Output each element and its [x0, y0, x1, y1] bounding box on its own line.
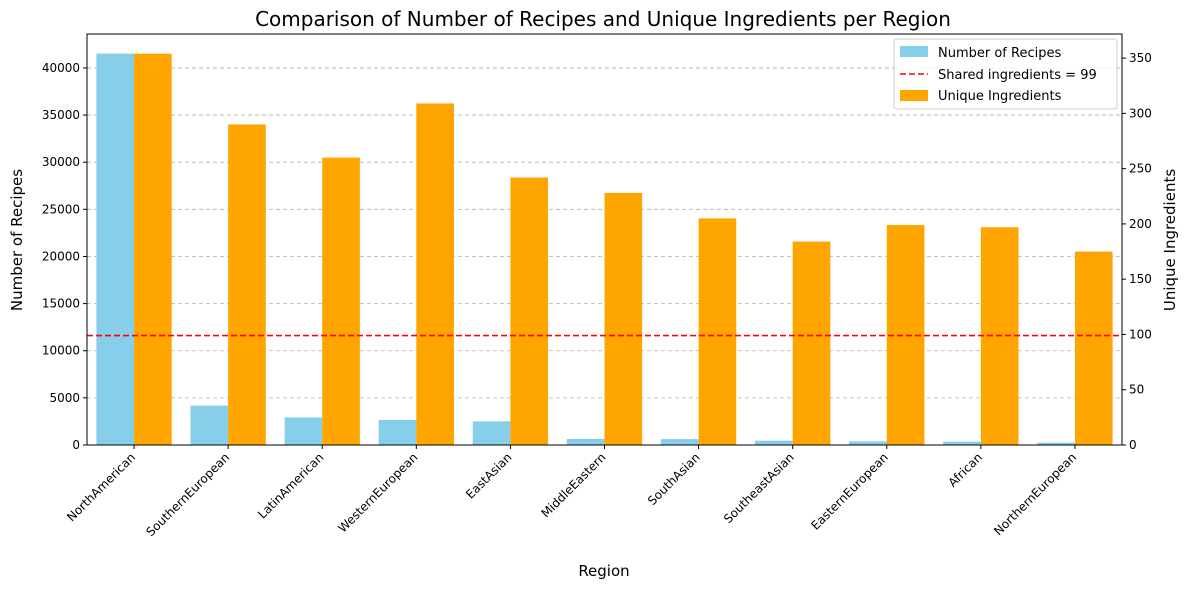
legend-swatch-ingredients	[900, 90, 928, 101]
chart-title: Comparison of Number of Recipes and Uniq…	[255, 7, 951, 31]
bar-recipes	[566, 438, 605, 445]
y-left-tick-label: 35000	[42, 108, 80, 122]
x-axis-ticks: NorthAmerican SouthernEuropean LatinAmeric…	[64, 445, 1079, 539]
legend-label-ingredients: Unique Ingredients	[938, 89, 1062, 104]
legend-label-recipes: Number of Recipes	[938, 46, 1061, 61]
legend-box	[893, 38, 1118, 110]
y-left-tick-label: 40000	[42, 61, 80, 75]
x-tick-label: NorthernEuropean	[991, 450, 1079, 538]
bar-unique-ingredients	[604, 192, 643, 445]
y-left-tick-label: 20000	[42, 249, 80, 263]
x-tick-label: SouthernEuropean	[143, 450, 232, 539]
bar-recipes	[943, 441, 981, 445]
y-left-tick-label: 5000	[49, 391, 80, 405]
y-axis-right-ticks: 0 50 100 150 200 250 300 350	[1122, 51, 1152, 452]
y-axis-left-ticks: 0 5000 10000 15000 20000 25000 30000 35000 40000	[42, 61, 87, 452]
x-tick-label: NorthAmerican	[64, 450, 138, 524]
legend-swatch-recipes	[900, 46, 928, 57]
y-axis-right-label: Unique Ingredients	[1161, 169, 1179, 312]
y-right-tick-label: 200	[1129, 217, 1152, 231]
bar-recipes	[378, 419, 417, 445]
bar-unique-ingredients	[792, 241, 831, 445]
bar-recipes	[472, 421, 511, 445]
y-right-tick-label: 0	[1129, 438, 1137, 452]
bar-unique-ingredients	[698, 218, 737, 445]
y-left-tick-label: 10000	[42, 344, 80, 358]
y-left-tick-label: 30000	[42, 155, 80, 169]
x-tick-label: SoutheastAsian	[721, 450, 797, 526]
bar-recipes	[849, 441, 887, 445]
bar-recipes	[660, 439, 699, 445]
y-right-tick-label: 50	[1129, 383, 1144, 397]
y-right-tick-label: 350	[1129, 51, 1152, 65]
legend-label-reference: Shared ingredients = 99	[938, 68, 1097, 83]
bar-recipes	[1037, 442, 1075, 445]
y-axis-left-label: Number of Recipes	[8, 169, 26, 311]
bars	[96, 53, 1113, 446]
bar-unique-ingredients	[134, 53, 172, 446]
x-tick-label: WesternEuropean	[335, 450, 420, 535]
y-right-tick-label: 300	[1129, 106, 1152, 120]
bar-recipes	[755, 440, 793, 445]
bar-unique-ingredients	[416, 103, 454, 445]
bar-unique-ingredients	[322, 157, 360, 446]
y-left-tick-label: 15000	[42, 297, 80, 311]
x-axis-label: Region	[578, 562, 629, 580]
bar-recipes	[284, 417, 323, 445]
x-tick-label: SouthAsian	[645, 450, 703, 508]
bar-recipes	[96, 53, 135, 445]
y-right-tick-label: 150	[1129, 272, 1152, 286]
legend: Number of Recipes Shared ingredients = 9…	[893, 38, 1118, 110]
x-tick-label: EastAsian	[463, 450, 514, 501]
x-tick-label: African	[945, 450, 984, 489]
x-tick-label: LatinAmerican	[255, 450, 326, 521]
y-right-tick-label: 100	[1129, 327, 1152, 341]
y-left-tick-label: 0	[72, 438, 80, 452]
y-left-tick-label: 25000	[42, 202, 80, 216]
x-tick-label: EasternEuropean	[808, 450, 891, 533]
bar-unique-ingredients	[510, 177, 549, 445]
bar-unique-ingredients	[1074, 251, 1113, 445]
x-tick-label: MiddleEastern	[538, 450, 608, 520]
bar-recipes	[190, 405, 229, 445]
bar-unique-ingredients	[228, 124, 266, 445]
y-right-tick-label: 250	[1129, 162, 1152, 176]
